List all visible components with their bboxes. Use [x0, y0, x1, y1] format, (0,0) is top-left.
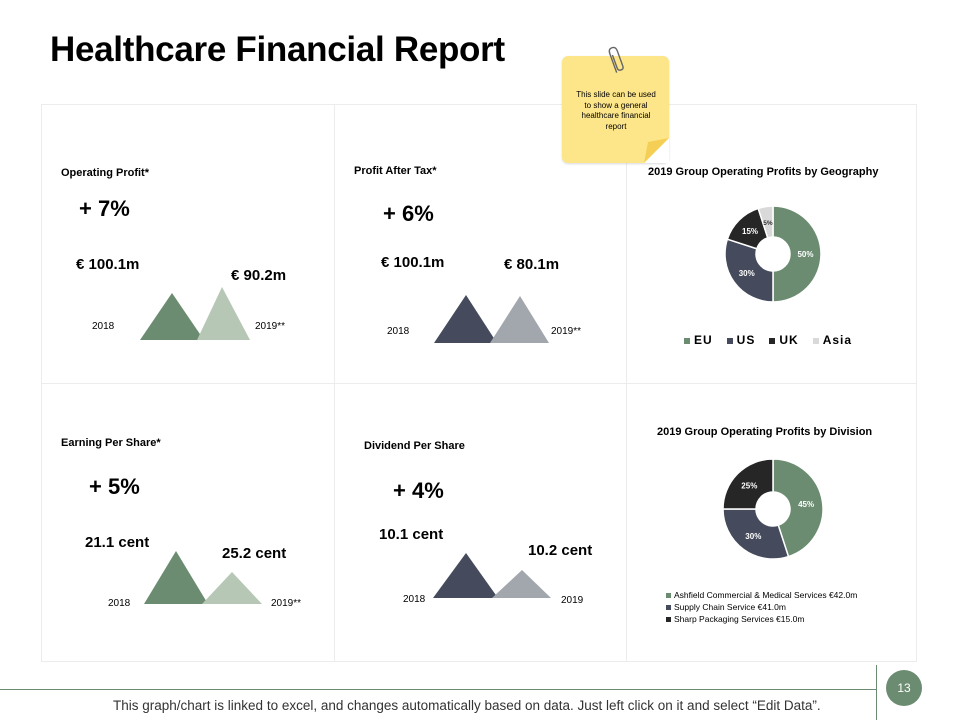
year-label: 2018	[92, 321, 114, 332]
legend-item: EU	[684, 333, 713, 347]
legend-label: EU	[694, 333, 713, 347]
metric-value-2018: 21.1 cent	[85, 534, 149, 551]
year-label: 2019**	[551, 326, 581, 337]
legend-label: Sharp Packaging Services €15.0m	[674, 614, 804, 624]
legend-swatch	[684, 338, 690, 344]
legend-label: UK	[779, 333, 798, 347]
legend-item: US	[727, 333, 756, 347]
mountain-chart	[433, 552, 551, 600]
legend-label: Ashfield Commercial & Medical Services €…	[674, 590, 857, 600]
donut-chart-geography: 50% 30% 15% 5%	[722, 203, 824, 305]
metric-value-2019: € 80.1m	[504, 256, 559, 273]
donut-chart-division: 45% 30% 25%	[720, 458, 826, 560]
metric-change: + 4%	[393, 478, 444, 504]
metric-value-2018: 10.1 cent	[379, 526, 443, 543]
metric-value-2018: € 100.1m	[76, 256, 139, 273]
mountain-chart	[144, 550, 262, 606]
grid-divider	[42, 383, 916, 384]
metric-value-2018: € 100.1m	[381, 254, 444, 271]
mountain-chart	[434, 291, 550, 345]
legend-item: Ashfield Commercial & Medical Services €…	[666, 589, 857, 601]
chart-title: 2019 Group Operating Profits by Geograph…	[648, 166, 878, 178]
slice-label: 15%	[742, 227, 758, 236]
year-label: 2018	[108, 598, 130, 609]
slice-label: 30%	[745, 532, 761, 541]
chart-title: 2019 Group Operating Profits by Division	[657, 426, 872, 438]
metric-change: + 6%	[383, 201, 434, 227]
triangle-2019	[492, 570, 551, 598]
slice-label: 25%	[741, 481, 757, 490]
triangle-2019	[197, 287, 250, 340]
legend-label: US	[737, 333, 756, 347]
page-title: Healthcare Financial Report	[50, 30, 505, 70]
footer-divider	[876, 665, 877, 720]
year-label: 2018	[403, 594, 425, 605]
slice-label: 30%	[739, 269, 755, 278]
year-label: 2018	[387, 326, 409, 337]
triangle-2018	[434, 295, 497, 343]
legend-swatch	[813, 338, 819, 344]
legend-swatch	[727, 338, 733, 344]
year-label: 2019**	[255, 321, 285, 332]
metric-label: Earning Per Share*	[61, 437, 161, 449]
triangle-2018	[433, 553, 498, 598]
metric-label: Operating Profit*	[61, 167, 149, 179]
legend-item: UK	[769, 333, 798, 347]
legend-label: Supply Chain Service €41.0m	[674, 602, 786, 612]
legend-swatch	[666, 617, 671, 622]
metric-change: + 7%	[79, 196, 130, 222]
paperclip-icon	[606, 44, 626, 76]
slice-label: 5%	[763, 220, 773, 227]
year-label: 2019	[561, 595, 583, 606]
legend-label: Asia	[823, 333, 852, 347]
legend-item: Asia	[813, 333, 852, 347]
legend-swatch	[769, 338, 775, 344]
legend-item: Sharp Packaging Services €15.0m	[666, 613, 857, 625]
chart-legend: EU US UK Asia	[684, 333, 852, 347]
legend-item: Supply Chain Service €41.0m	[666, 601, 857, 613]
metric-change: + 5%	[89, 474, 140, 500]
metric-label: Profit After Tax*	[354, 165, 437, 177]
metric-value-2019: € 90.2m	[231, 267, 286, 284]
chart-legend: Ashfield Commercial & Medical Services €…	[666, 589, 857, 625]
footer-divider	[0, 689, 876, 690]
slice-label: 45%	[798, 500, 814, 509]
triangle-2018	[144, 551, 208, 604]
metric-label: Dividend Per Share	[364, 440, 465, 452]
triangle-2019	[202, 572, 262, 604]
year-label: 2019**	[271, 598, 301, 609]
legend-swatch	[666, 593, 671, 598]
slice-label: 50%	[797, 250, 813, 259]
legend-swatch	[666, 605, 671, 610]
page-number: 13	[886, 670, 922, 706]
triangle-2018	[140, 293, 204, 340]
footer-note: This graph/chart is linked to excel, and…	[113, 698, 821, 713]
mountain-chart	[140, 286, 252, 342]
triangle-2019	[490, 296, 549, 343]
